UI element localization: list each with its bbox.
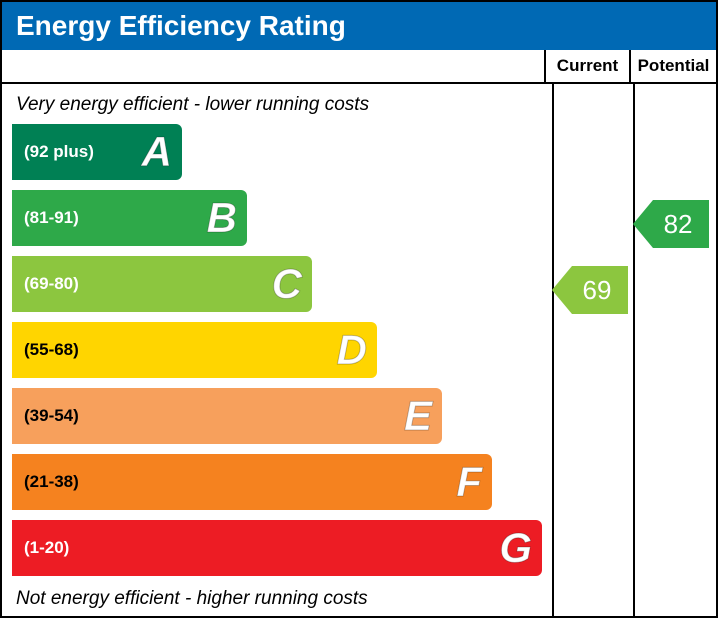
header-current: Current: [546, 50, 631, 82]
band-letter-g: G: [499, 524, 532, 572]
header-spacer: [2, 50, 546, 82]
band-range-d: (55-68): [12, 340, 79, 360]
band-range-f: (21-38): [12, 472, 79, 492]
band-letter-e: E: [404, 392, 432, 440]
title-text: Energy Efficiency Rating: [16, 10, 346, 41]
band-range-c: (69-80): [12, 274, 79, 294]
title-bar: Energy Efficiency Rating: [2, 2, 716, 50]
band-range-e: (39-54): [12, 406, 79, 426]
epc-chart: Energy Efficiency Rating Current Potenti…: [0, 0, 718, 618]
band-c: (69-80) C: [12, 256, 312, 312]
body-row: Very energy efficient - lower running co…: [2, 84, 716, 616]
bands-container: (92 plus) A (81-91) B (69-80) C (55-68) D (39-54…: [12, 124, 542, 576]
potential-column: 82: [635, 84, 716, 616]
band-letter-c: C: [272, 260, 302, 308]
current-pointer: 69: [552, 266, 628, 314]
band-letter-f: F: [456, 458, 482, 506]
current-column: 69: [554, 84, 635, 616]
band-d: (55-68) D: [12, 322, 377, 378]
band-letter-a: A: [142, 128, 172, 176]
band-f: (21-38) F: [12, 454, 492, 510]
band-g: (1-20) G: [12, 520, 542, 576]
band-range-b: (81-91): [12, 208, 79, 228]
caption-bottom: Not energy efficient - higher running co…: [12, 586, 542, 612]
band-range-a: (92 plus): [12, 142, 94, 162]
current-pointer-arrow: [552, 266, 572, 314]
band-letter-d: D: [337, 326, 367, 374]
band-range-g: (1-20): [12, 538, 69, 558]
potential-value: 82: [653, 200, 709, 248]
band-a: (92 plus) A: [12, 124, 182, 180]
potential-pointer-arrow: [633, 200, 653, 248]
current-value: 69: [572, 266, 628, 314]
potential-pointer: 82: [633, 200, 709, 248]
bands-column: Very energy efficient - lower running co…: [2, 84, 554, 616]
header-potential: Potential: [631, 50, 716, 82]
band-letter-b: B: [207, 194, 237, 242]
band-b: (81-91) B: [12, 190, 247, 246]
caption-top: Very energy efficient - lower running co…: [12, 92, 542, 118]
band-e: (39-54) E: [12, 388, 442, 444]
header-row: Current Potential: [2, 50, 716, 84]
